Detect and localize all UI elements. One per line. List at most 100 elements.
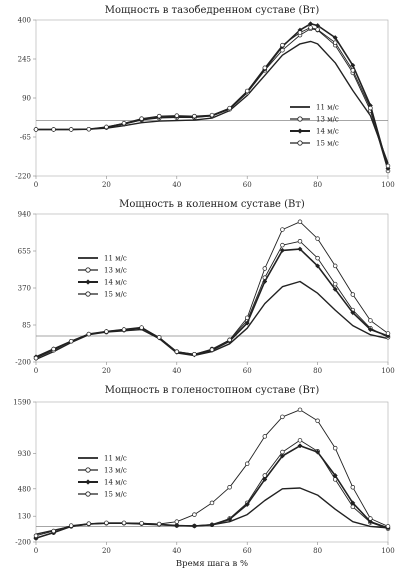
chart-panel-3: Мощность в голеностопном суставе (Вт) 159… — [13, 385, 395, 569]
data-point — [315, 236, 320, 241]
data-point — [139, 116, 144, 121]
series-line-4 — [36, 27, 389, 167]
data-point — [262, 65, 268, 71]
x-tick-label: 40 — [172, 181, 181, 189]
y-tick-label: -220 — [15, 173, 31, 181]
legend-label: 11 м/с — [104, 455, 127, 463]
legend-marker — [85, 291, 91, 297]
data-point — [297, 239, 303, 244]
chart-title: Мощность в голеностопном суставе (Вт) — [105, 385, 320, 396]
y-tick-label: 400 — [18, 17, 31, 25]
data-point — [174, 349, 180, 354]
data-point — [192, 512, 197, 517]
data-point — [315, 27, 320, 32]
data-point — [332, 445, 338, 451]
legend-label: 13 м/с — [104, 467, 127, 475]
y-tick-label: 930 — [18, 450, 31, 458]
legend-marker — [85, 491, 91, 497]
data-point — [104, 329, 109, 334]
data-point — [279, 453, 285, 459]
data-point — [280, 414, 285, 420]
data-point — [156, 335, 162, 340]
data-point — [33, 533, 39, 538]
legend: 11 м/с 13 м/с 14 м/с 15 м/с — [78, 455, 127, 499]
data-point — [280, 242, 285, 248]
x-tick-label: 20 — [102, 181, 111, 189]
y-tick-label: 130 — [18, 513, 31, 521]
data-point — [385, 331, 391, 336]
data-point — [280, 42, 285, 48]
data-point — [385, 524, 391, 529]
legend-label: 14 м/с — [316, 128, 339, 136]
data-point — [121, 327, 127, 332]
y-tick-label: 940 — [18, 211, 31, 219]
data-point — [51, 127, 56, 132]
data-point — [139, 325, 144, 330]
legend-label: 14 м/с — [104, 479, 127, 487]
data-point — [332, 281, 338, 287]
data-point — [244, 461, 250, 467]
data-point — [244, 320, 250, 326]
plot-frame — [35, 401, 389, 543]
legend-label: 15 м/с — [104, 291, 127, 299]
series-line-2 — [36, 28, 389, 172]
data-point — [191, 523, 197, 529]
data-point — [174, 519, 180, 524]
data-point — [86, 331, 92, 337]
data-point — [262, 278, 268, 285]
data-point — [262, 266, 268, 271]
legend-marker — [85, 479, 91, 485]
x-tick-label: 100 — [381, 367, 394, 375]
x-tick-label: 40 — [172, 367, 181, 375]
data-point — [86, 126, 92, 132]
legend-marker — [297, 128, 303, 134]
data-point — [104, 124, 109, 130]
data-point — [332, 263, 338, 269]
legend-label: 14 м/с — [104, 279, 127, 287]
data-point — [368, 318, 373, 323]
series-line-4 — [35, 409, 389, 537]
data-point — [297, 246, 303, 252]
legend-label: 11 м/с — [316, 104, 339, 112]
data-point — [332, 40, 338, 45]
data-point — [385, 163, 391, 169]
data-point — [209, 347, 215, 352]
data-point — [350, 68, 356, 73]
data-point — [262, 476, 268, 482]
data-point — [350, 500, 356, 506]
data-point — [68, 338, 74, 344]
data-point — [315, 449, 321, 455]
x-tick-label: 20 — [102, 367, 111, 375]
y-tick-label: 245 — [18, 56, 31, 64]
y-tick-label: 480 — [18, 485, 31, 493]
y-tick-label: 370 — [18, 285, 31, 293]
data-point — [86, 521, 92, 526]
data-point — [315, 263, 321, 269]
chart-title: Мощность в тазобедренном суставе (Вт) — [105, 5, 320, 16]
data-point — [244, 315, 250, 321]
legend-marker — [85, 467, 91, 473]
x-tick-label: 0 — [34, 181, 38, 189]
data-point — [68, 523, 74, 528]
data-point — [174, 523, 180, 529]
legend-label: 15 м/с — [316, 140, 339, 148]
data-point — [350, 292, 356, 297]
x-tick-label: 100 — [381, 181, 394, 189]
x-tick-label: 80 — [313, 547, 322, 555]
x-tick-label: 80 — [313, 367, 322, 375]
y-tick-label: -200 — [15, 539, 31, 547]
data-point — [315, 255, 320, 261]
data-point — [51, 528, 56, 534]
data-point — [262, 434, 268, 439]
x-tick-label: 100 — [381, 547, 394, 555]
legend-marker — [85, 267, 91, 273]
data-point — [315, 418, 320, 424]
y-tick-label: -200 — [15, 359, 31, 367]
y-tick-label: 85 — [22, 322, 31, 330]
data-point — [332, 472, 338, 479]
data-point — [192, 351, 197, 357]
legend-label: 15 м/с — [104, 491, 127, 499]
data-point — [121, 520, 127, 526]
x-tick-label: 60 — [243, 547, 252, 555]
